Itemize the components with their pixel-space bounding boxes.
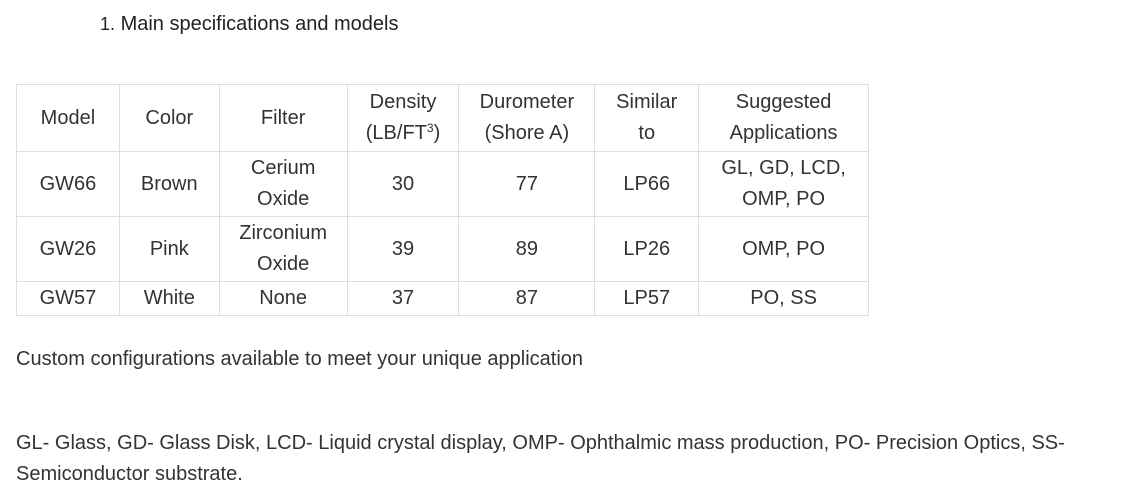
cell-durometer: 77 xyxy=(458,151,596,217)
header-density-unit-superscript: 3 xyxy=(426,121,434,135)
cell-applications: GL, GD, LCD, OMP, PO xyxy=(698,151,869,217)
table-row: GW57 White None 37 87 LP57 PO, SS xyxy=(16,281,869,316)
header-model: Model xyxy=(16,84,120,152)
cell-durometer: 89 xyxy=(458,216,596,282)
cell-filter: None xyxy=(218,281,348,316)
cell-density: 37 xyxy=(346,281,460,316)
cell-color: Pink xyxy=(118,216,220,282)
header-similar-line1: Similar xyxy=(616,91,678,113)
header-color: Color xyxy=(118,84,220,152)
header-similar: Similar to xyxy=(594,84,700,152)
header-density-unit-prefix: (LB/FT xyxy=(365,122,427,144)
cell-applications: PO, SS xyxy=(698,281,869,316)
specifications-table: Model Color Filter Density (LB/FT3) Duro… xyxy=(16,84,869,316)
custom-configurations-note: Custom configurations available to meet … xyxy=(16,348,584,370)
header-applications: Suggested Applications xyxy=(698,84,869,152)
cell-model: GW66 xyxy=(16,151,120,217)
table-row: GW26 Pink Zirconium Oxide 39 89 LP26 OMP… xyxy=(16,216,869,282)
cell-filter-line1: Cerium xyxy=(250,157,316,179)
abbreviation-legend: GL- Glass, GD- Glass Disk, LCD- Liquid c… xyxy=(16,432,1065,485)
cell-applications-line1: GL, GD, LCD, xyxy=(721,157,846,179)
cell-filter-line2: Oxide xyxy=(257,188,310,210)
header-density-label: Density xyxy=(369,91,437,113)
cell-filter-line2: Oxide xyxy=(257,253,310,275)
cell-color: White xyxy=(118,281,220,316)
header-filter: Filter xyxy=(218,84,348,152)
section-title: Main specifications and models xyxy=(120,13,399,35)
cell-model: GW57 xyxy=(16,281,120,316)
header-durometer-unit: (Shore A) xyxy=(484,122,570,144)
section-heading: 1. Main specifications and models xyxy=(100,12,399,36)
header-density: Density (LB/FT3) xyxy=(346,84,460,152)
header-density-unit-suffix: ) xyxy=(433,122,441,144)
header-applications-line1: Suggested xyxy=(735,91,832,113)
cell-applications-line2: OMP, PO xyxy=(742,188,826,210)
cell-color: Brown xyxy=(118,151,220,217)
cell-similar: LP57 xyxy=(594,281,700,316)
cell-density: 39 xyxy=(346,216,460,282)
cell-durometer: 87 xyxy=(458,281,596,316)
header-durometer: Durometer (Shore A) xyxy=(458,84,596,152)
cell-similar: LP66 xyxy=(594,151,700,217)
cell-density: 30 xyxy=(346,151,460,217)
cell-applications: OMP, PO xyxy=(698,216,869,282)
header-density-unit: (LB/FT3) xyxy=(352,118,455,149)
table-row: GW66 Brown Cerium Oxide 30 77 LP66 GL, G… xyxy=(16,151,869,217)
cell-similar: LP26 xyxy=(594,216,700,282)
header-durometer-label: Durometer xyxy=(479,91,575,113)
table-header-row: Model Color Filter Density (LB/FT3) Duro… xyxy=(16,84,869,152)
section-number: 1. xyxy=(100,14,116,34)
header-applications-line2: Applications xyxy=(729,122,838,144)
header-similar-line2: to xyxy=(638,122,656,144)
cell-filter: Cerium Oxide xyxy=(218,151,348,217)
cell-filter: Zirconium Oxide xyxy=(218,216,348,282)
cell-filter-line1: Zirconium xyxy=(239,222,328,244)
cell-model: GW26 xyxy=(16,216,120,282)
